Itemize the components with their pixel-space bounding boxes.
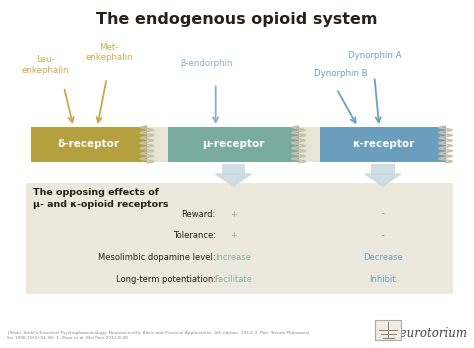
Polygon shape: [216, 174, 251, 186]
Text: Tolerance:: Tolerance:: [173, 231, 216, 240]
Text: Decrease: Decrease: [363, 253, 402, 262]
FancyBboxPatch shape: [320, 127, 446, 162]
Text: Facilitate: Facilitate: [215, 275, 252, 284]
Text: Increase: Increase: [216, 253, 251, 262]
Text: Inhibit: Inhibit: [369, 275, 396, 284]
Text: J.Stahl. Stahl's Essential Psychopharmacology. Neuroscientific Basis and Practic: J.Stahl. Stahl's Essential Psychopharmac…: [7, 331, 309, 340]
Text: β-endorphin: β-endorphin: [180, 59, 232, 68]
FancyBboxPatch shape: [168, 127, 299, 162]
Text: +: +: [230, 231, 237, 240]
FancyBboxPatch shape: [375, 320, 401, 340]
Text: Mesolimbic dopamine level:: Mesolimbic dopamine level:: [98, 253, 216, 262]
FancyBboxPatch shape: [371, 164, 395, 174]
Text: δ-receptor: δ-receptor: [58, 140, 120, 149]
Text: The endogenous opioid system: The endogenous opioid system: [96, 12, 378, 27]
Text: κ-receptor: κ-receptor: [352, 140, 414, 149]
Text: The opposing effects of
μ- and κ-opioid receptors: The opposing effects of μ- and κ-opioid …: [33, 188, 169, 209]
Text: +: +: [230, 209, 237, 219]
Text: neurotorium: neurotorium: [392, 327, 467, 340]
Text: -: -: [381, 209, 384, 219]
Text: μ-receptor: μ-receptor: [202, 140, 264, 149]
Text: Met-
enkephalin: Met- enkephalin: [85, 42, 133, 62]
Text: -: -: [381, 231, 384, 240]
FancyBboxPatch shape: [31, 127, 446, 162]
Text: Dynorphin A: Dynorphin A: [348, 51, 401, 60]
Text: Reward:: Reward:: [182, 209, 216, 219]
Text: Dynorphin B: Dynorphin B: [314, 69, 368, 78]
FancyBboxPatch shape: [26, 183, 453, 294]
Text: Long-term potentiation:: Long-term potentiation:: [116, 275, 216, 284]
FancyBboxPatch shape: [221, 164, 246, 174]
Text: Leu-
enkephalin: Leu- enkephalin: [21, 55, 69, 75]
FancyBboxPatch shape: [31, 127, 147, 162]
Polygon shape: [365, 174, 401, 186]
